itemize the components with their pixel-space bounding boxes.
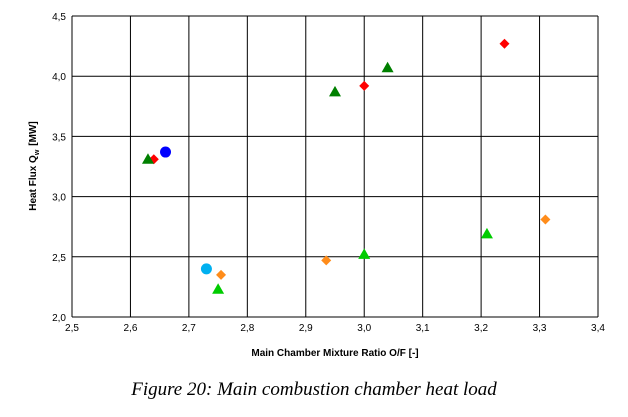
- y-tick-label: 3,0: [52, 193, 66, 204]
- circle-marker: [200, 263, 212, 275]
- x-tick-label: 3,1: [416, 323, 430, 334]
- x-tick-label: 3,0: [357, 323, 371, 334]
- y-tick-label: 4,5: [52, 12, 66, 23]
- x-tick-label: 2,8: [240, 323, 254, 334]
- diamond-marker: [359, 80, 370, 91]
- triangle-marker: [329, 85, 341, 97]
- diamond-marker: [540, 214, 551, 225]
- diamond-marker: [216, 269, 227, 280]
- figure-caption: Figure 20: Main combustion chamber heat …: [131, 379, 497, 400]
- y-axis-title-unit: [MW]: [28, 121, 39, 145]
- y-tick-labels: 2,0 2,5 3,0 3,5 4,0 4,5: [52, 12, 66, 324]
- y-axis-title-subscript: w: [34, 149, 41, 156]
- x-axis-title: Main Chamber Mixture Ratio O/F [-]: [251, 348, 418, 359]
- x-tick-labels: 2,5 2,6 2,7 2,8 2,9 3,0 3,1 3,2 3,3 3,4: [65, 323, 605, 334]
- x-tick-label: 2,7: [182, 323, 196, 334]
- x-tick-label: 3,2: [474, 323, 488, 334]
- y-axis-title: Heat Flux Qw [MW]: [28, 121, 41, 210]
- x-tick-label: 3,4: [591, 323, 605, 334]
- data-points: [141, 38, 551, 294]
- grid: [71, 15, 599, 318]
- scatter-chart: 2,5 2,6 2,7 2,8 2,9 3,0 3,1 3,2 3,3 3,4 2,02,53,0…: [28, 12, 605, 359]
- x-tick-label: 2,5: [65, 323, 79, 334]
- triangle-marker: [480, 227, 493, 239]
- y-tick-label: 3,5: [52, 132, 66, 143]
- diamond-marker: [499, 38, 510, 49]
- triangle-marker: [381, 61, 394, 73]
- y-tick-label: 2,5: [52, 253, 66, 264]
- y-tick-label: 4,0: [52, 72, 66, 83]
- triangle-marker: [358, 248, 371, 259]
- y-axis-title-main: Heat Flux Q: [28, 155, 39, 211]
- x-tick-label: 2,6: [123, 323, 137, 334]
- y-tick-label: 2,0: [52, 313, 66, 324]
- x-tick-label: 2,9: [299, 323, 313, 334]
- triangle-marker: [141, 153, 154, 164]
- diamond-marker: [321, 255, 332, 266]
- x-tick-label: 3,3: [533, 323, 547, 334]
- circle-marker: [160, 146, 172, 158]
- plot-area: [72, 16, 598, 317]
- triangle-marker: [212, 283, 225, 294]
